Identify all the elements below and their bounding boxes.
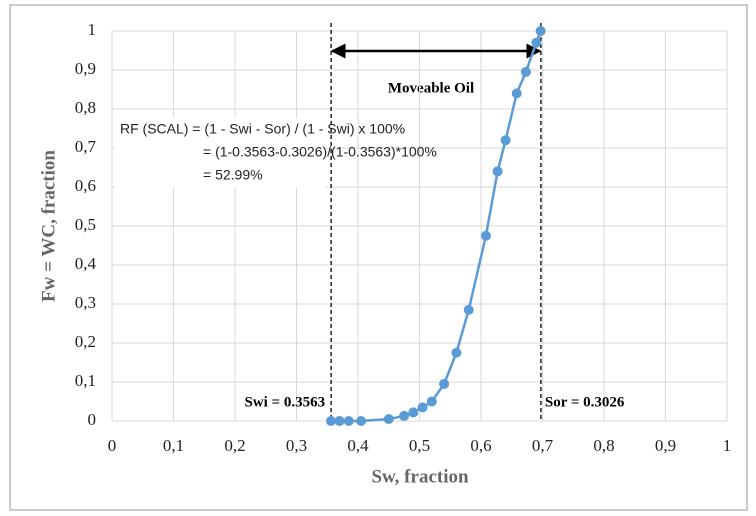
y-tick-label: 0,1 <box>75 371 96 390</box>
data-point <box>408 407 419 418</box>
data-point <box>383 414 394 425</box>
data-point <box>334 416 345 426</box>
y-tick-label: 0,6 <box>75 176 96 195</box>
x-tick-label: 0 <box>108 436 117 455</box>
x-tick-label: 0,9 <box>655 436 676 455</box>
data-point <box>511 88 522 99</box>
x-axis-title: Sw, fraction <box>371 466 469 487</box>
y-tick-label: 0,8 <box>75 98 96 117</box>
reference-label: Swi = 0.3563 <box>244 394 325 410</box>
data-point <box>426 396 437 407</box>
annotation-line: = (1-0.3563-0.3026)/(1-0.3563)*100% <box>203 144 437 160</box>
data-point <box>520 66 531 77</box>
x-tick-label: 0,6 <box>470 436 491 455</box>
x-tick-label: 1 <box>723 436 732 455</box>
y-tick-label: 1 <box>88 20 97 39</box>
y-tick-label: 0,7 <box>75 137 97 156</box>
x-tick-label: 0,8 <box>593 436 614 455</box>
x-tick-label: 0,4 <box>347 436 369 455</box>
annotation-box <box>115 118 325 188</box>
data-point <box>531 37 542 48</box>
y-tick-label: 0,9 <box>75 59 96 78</box>
x-tick-label: 0,1 <box>163 436 184 455</box>
data-point <box>480 230 491 241</box>
data-point <box>417 402 428 413</box>
data-point <box>439 378 450 389</box>
x-tick-label: 0,3 <box>286 436 307 455</box>
y-axis-title: Fw = WC, fraction <box>38 150 59 302</box>
y-tick-label: 0,4 <box>75 254 97 273</box>
x-tick-label: 0,5 <box>409 436 430 455</box>
data-point <box>500 135 511 146</box>
reference-label: Sor = 0.3026 <box>545 394 625 410</box>
data-point <box>399 410 410 421</box>
data-point <box>463 304 474 315</box>
data-point <box>343 416 354 426</box>
chart-border <box>9 4 748 511</box>
x-tick-label: 0,7 <box>532 436 554 455</box>
data-point <box>535 26 546 36</box>
data-point <box>492 166 503 177</box>
arrow-label: Moveable Oil <box>388 80 474 96</box>
y-tick-label: 0,5 <box>75 215 96 234</box>
annotation-line: RF (SCAL) = (1 - Swi - Sor) / (1 - Swi) … <box>120 121 405 137</box>
data-point <box>356 416 367 426</box>
data-point <box>325 416 336 426</box>
y-tick-label: 0,3 <box>75 293 96 312</box>
data-point <box>451 347 462 358</box>
y-tick-label: 0 <box>88 410 97 429</box>
annotation-line: = 52.99% <box>203 167 263 183</box>
y-tick-label: 0,2 <box>75 332 96 351</box>
x-tick-label: 0,2 <box>224 436 245 455</box>
